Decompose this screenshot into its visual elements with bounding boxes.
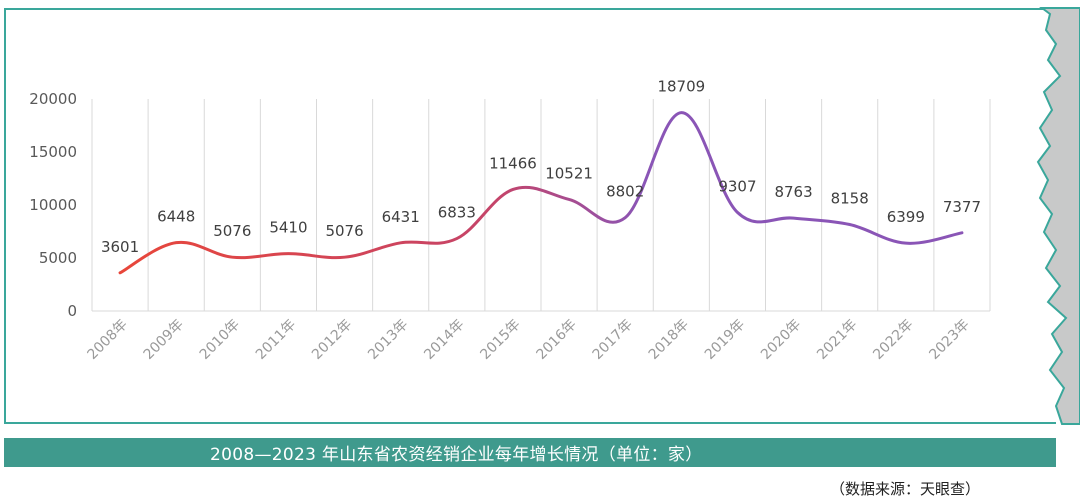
data-label: 8158 [831,190,869,208]
data-label: 6448 [157,208,195,226]
x-tick-label: 2010年 [197,317,243,363]
x-tick-label: 2008年 [84,317,130,363]
data-label: 6399 [887,208,925,226]
x-tick-label: 2014年 [421,317,467,363]
data-label: 3601 [101,238,139,256]
data-label: 5410 [269,219,307,237]
line-chart: 3601 6448 5076 5410 5076 6431 6833 11466 10521 88… [29,7,1080,425]
data-label: 18709 [657,78,705,96]
x-tick-label: 2011年 [253,317,299,363]
y-tick-label: 10000 [29,196,77,214]
data-source-note: （数据来源：天眼查） [829,480,980,498]
x-tick-label: 2018年 [646,317,692,363]
grid-lines [91,99,991,311]
x-tick-label: 2016年 [533,317,579,363]
chart-caption: 2008—2023 年山东省农资经销企业每年增长情况（单位：家） [210,445,703,465]
x-tick-label: 2019年 [702,317,748,363]
y-tick-label: 15000 [29,143,77,161]
x-tick-label: 2017年 [590,317,636,363]
data-label: 10521 [545,164,593,182]
y-tick-labels: 0 5000 10000 15000 20000 [29,90,77,320]
x-tick-label: 2021年 [814,317,860,363]
x-tick-label: 2022年 [870,317,916,363]
chart-caption-bar: 2008—2023 年山东省农资经销企业每年增长情况（单位：家） [4,438,1056,467]
y-tick-label: 20000 [29,90,77,108]
y-tick-label: 0 [67,302,77,320]
x-tick-label: 2020年 [758,317,804,363]
x-tick-label: 2012年 [309,317,355,363]
data-label: 6833 [438,204,476,222]
x-tick-label: 2023年 [926,317,972,363]
series-line [118,111,964,275]
x-tick-labels: 2008年 2009年 2010年 2011年 2012年 2013年 2014年 2015年… [84,317,972,363]
data-label: 8802 [606,183,644,201]
chart-frame [4,8,1056,424]
data-label: 8763 [774,183,812,201]
y-tick-label: 5000 [39,249,77,267]
data-label: 6431 [382,208,420,226]
torn-paper-edge [1036,7,1080,425]
data-label: 5076 [213,222,251,240]
data-labels: 3601 6448 5076 5410 5076 6431 6833 11466 10521 88… [101,78,981,256]
series-line-layer [118,111,964,275]
x-tick-label: 2013年 [365,317,411,363]
data-label: 11466 [489,154,537,172]
x-tick-label: 2015年 [477,317,523,363]
data-label: 9307 [718,177,756,195]
data-label: 7377 [943,198,981,216]
x-tick-label: 2009年 [141,317,187,363]
data-label: 5076 [325,222,363,240]
